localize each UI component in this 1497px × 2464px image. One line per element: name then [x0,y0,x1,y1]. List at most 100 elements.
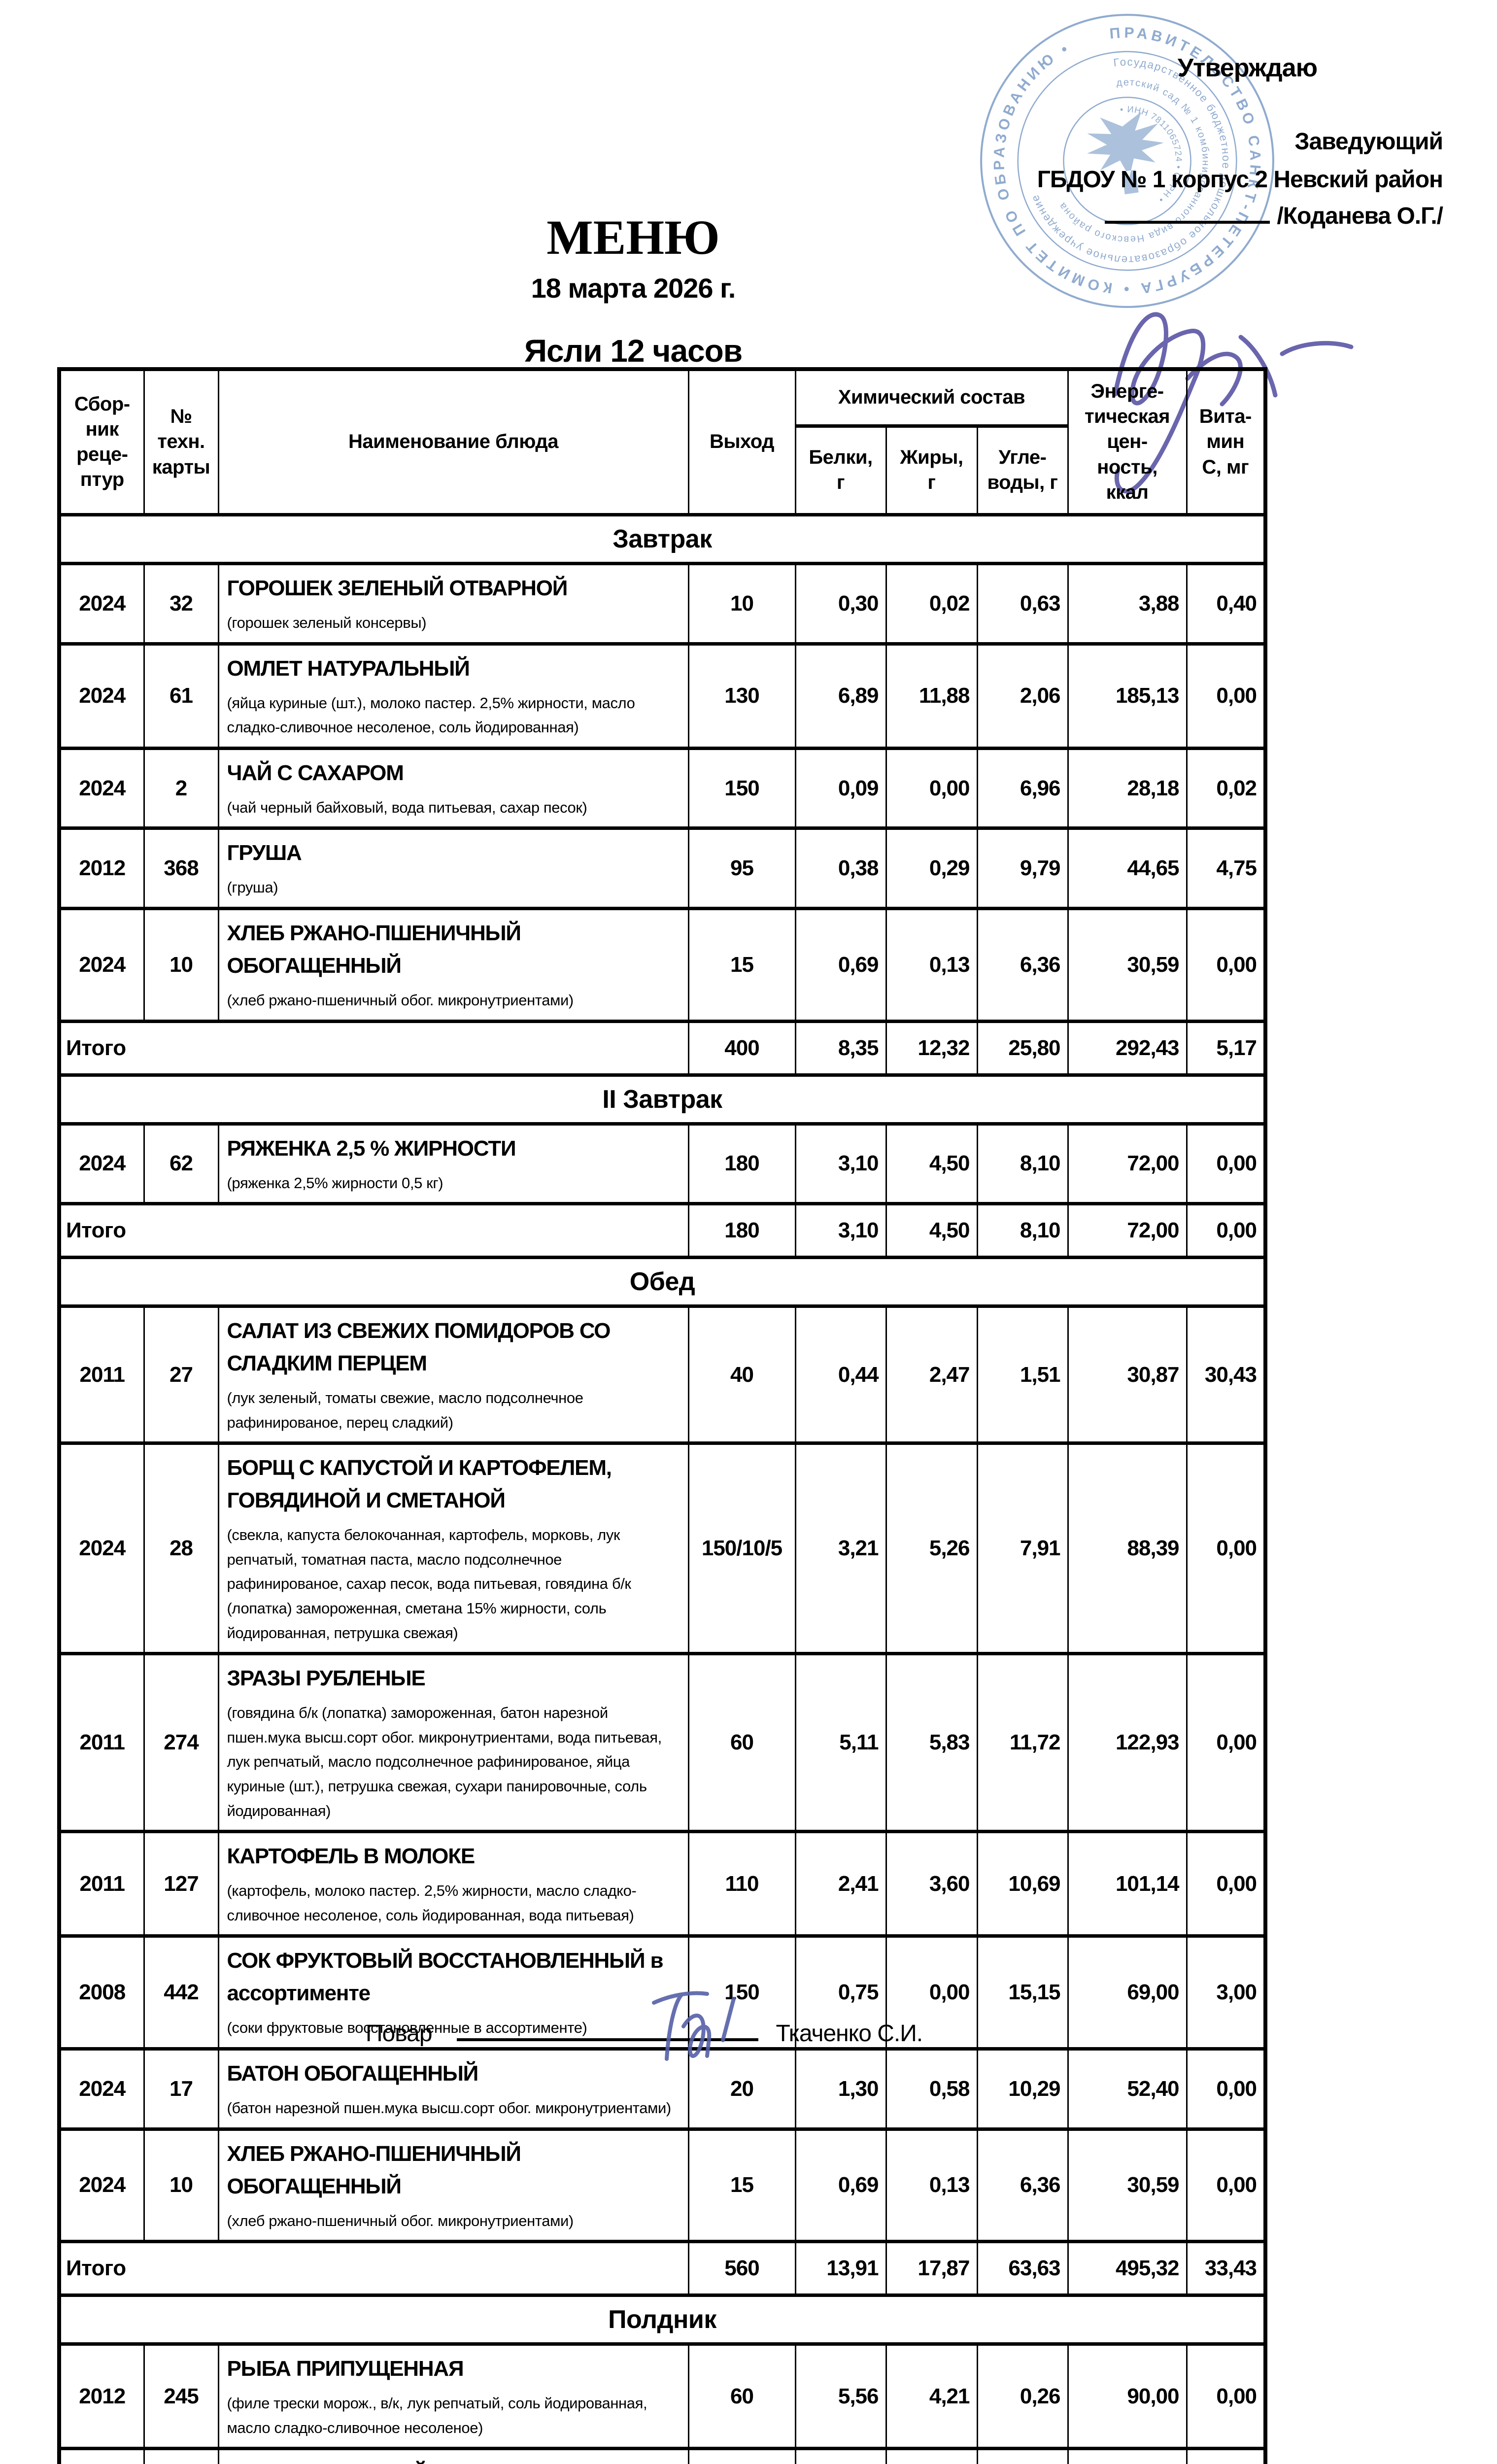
group-name: Ясли 12 часов [524,333,743,369]
section-title: Завтрак [58,513,1266,565]
dish-cell: ХЛЕБ РЖАНО-ПШЕНИЧНЫЙ ОБОГАЩЕННЫЙ (хлеб рж… [217,2127,689,2244]
dish-ingredients: (чай черный байховый, вода питьевая, сах… [227,798,587,816]
subtotal-output: 180 [687,1202,796,1260]
dish-energy: 52,40 [1067,2047,1188,2131]
dish-ingredients: (батон нарезной пшен.мука высш.сорт обог… [227,2099,672,2117]
dish-row: 2024 2 ЧАЙ С САХАРОМ (чай черный байховый, … [58,746,1266,830]
subtotal-vitamin-c: 33,43 [1186,2240,1266,2297]
dish-output: 20 [687,2047,796,2131]
approval-block: Утверждаю Заведующий ГБДОУ № 1 корпус 2 … [891,53,1443,494]
header-col-vitamin-c: Вита- мин С, мг [1186,367,1266,516]
dish-protein: 0,75 [794,1934,887,2051]
dish-cell: РЯЖЕНКА 2,5 % ЖИРНОСТИ (ряженка 2,5% жирн… [217,1122,689,1206]
dish-ingredients: (горошек зеленый консервы) [227,614,427,631]
dish-protein: 5,11 [794,1652,887,1834]
subtotal-protein: 8,35 [794,1019,887,1077]
dish-output: 150 [687,746,796,830]
dish-vitamin-c: 30,43 [1186,1304,1266,1445]
section-row: II Завтрак [58,1073,1266,1126]
recipe-collection-year: 2011 [58,1652,145,1834]
dish-output: 15 [687,2127,796,2244]
dish-row: 2011 27 САЛАТ ИЗ СВЕЖИХ ПОМИДОРОВ СО СЛАДК… [58,1304,1266,1445]
dish-fat: 2,47 [885,1304,978,1445]
dish-protein: 0,69 [794,906,887,1023]
dish-carbs: 11,72 [976,1652,1069,1834]
recipe-collection-year: 2024 [58,2047,145,2131]
dish-energy: 44,65 [1067,826,1188,910]
cook-signature-line [456,2019,758,2041]
recipe-collection-year: 2024 [58,1122,145,1206]
dish-vitamin-c: 0,00 [1186,2447,1266,2464]
dish-ingredients: (картофель, молоко пастер. 2,5% жирности… [227,1882,637,1924]
dish-row: 2024 10 ХЛЕБ РЖАНО-ПШЕНИЧНЫЙ ОБОГАЩЕННЫЙ (х… [58,906,1266,1023]
dish-ingredients: (хлеб ржано-пшеничный обог. микронутриен… [227,991,574,1009]
dish-name: ЗРАЗЫ РУБЛЕНЫЕ [227,1666,426,1691]
dish-row: 2024 61 ОМЛЕТ НАТУРАЛЬНЫЙ (яйца куриные (шт… [58,642,1266,750]
dish-carbs: 10,69 [976,1830,1069,1938]
dish-carbs: 0,26 [976,2342,1069,2451]
dish-row: 2012 368 ГРУША (груша) 95 0,38 0,29 9,79 44,65 4,… [58,826,1266,910]
section-title: Полдник [58,2293,1266,2346]
section-row: Полдник [58,2293,1266,2346]
section-total-row: Итого 180 3,10 4,50 8,10 72,00 0,00 [58,1202,1266,1260]
recipe-collection-year: 2024 [58,746,145,830]
dish-protein: 2,41 [794,1830,887,1938]
dish-carbs: 0,63 [976,561,1069,646]
dish-vitamin-c: 0,00 [1186,1441,1266,1656]
dish-row: 2012330ПЮРЕ ИЗ ОВОЩЕЙ(картофель, морковь… [58,2447,1266,2464]
menu-document: ПРАВИТЕЛЬСТВО САНКТ-ПЕТЕРБУРГА • КОМИТЕТ… [0,7,1443,2464]
approval-label: Утверждаю [1177,54,1318,82]
dish-fat: 0,00 [885,1934,978,2051]
dish-cell: ГОРОШЕК ЗЕЛЕНЫЙ ОТВАРНОЙ (горошек зеленый… [217,561,689,646]
subtotal-label: Итого [58,2240,689,2297]
dish-output: 110 [687,1830,796,1938]
recipe-collection-year: 2012 [58,826,145,910]
dish-protein: 0,44 [794,1304,887,1445]
subtotal-carbs: 63,63 [976,2240,1069,2297]
dish-fat: 0,13 [885,906,978,1023]
dish-ingredients: (яйца куриные (шт.), молоко пастер. 2,5%… [227,694,635,736]
dish-cell: КАРТОФЕЛЬ В МОЛОКЕ (картофель, молоко пас… [217,1830,689,1938]
dish-vitamin-c: 0,00 [1186,2342,1266,2451]
dish-ingredients: (филе трески морож., в/к, лук репчатый, … [227,2395,647,2436]
dish-cell: САЛАТ ИЗ СВЕЖИХ ПОМИДОРОВ СО СЛАДКИМ ПЕР… [217,1304,689,1445]
tech-card-number: 368 [143,826,219,910]
subtotal-energy: 72,00 [1067,1202,1188,1260]
subtotal-label: Итого [58,1019,689,1077]
header-col-output: Выход [687,367,796,516]
dish-protein: 2,25 [794,2447,887,2464]
section-row: Завтрак [58,513,1266,565]
head-position: Заведующий [1294,129,1443,155]
dish-vitamin-c: 0,00 [1186,2127,1266,2244]
dish-protein: 3,10 [794,1122,887,1206]
dish-fat: 5,83 [885,1652,978,1834]
recipe-collection-year: 2012 [58,2447,145,2464]
title-block: МЕНЮ 18 марта 2026 г. Ясли 12 часов [0,213,1266,369]
dish-vitamin-c: 0,40 [1186,561,1266,646]
dish-cell: ПЮРЕ ИЗ ОВОЩЕЙ(картофель, морковь, капус… [217,2447,689,2464]
recipe-collection-year: 2012 [58,2342,145,2451]
cook-label: Повар [366,2020,433,2047]
dish-row: 2024 10 ХЛЕБ РЖАНО-ПШЕНИЧНЫЙ ОБОГАЩЕННЫЙ (х… [58,2127,1266,2244]
subtotal-vitamin-c: 5,17 [1186,1019,1266,1077]
dish-fat: 0,13 [885,2127,978,2244]
section-title: II Завтрак [58,1073,1266,1126]
dish-ingredients: (лук зеленый, томаты свежие, масло подсо… [227,1389,583,1431]
dish-vitamin-c: 3,00 [1186,1934,1266,2051]
dish-fat: 0,00 [885,746,978,830]
cook-signature-block: Повар Ткаченко С.И. [366,1991,923,2061]
dish-name: САЛАТ ИЗ СВЕЖИХ ПОМИДОРОВ СО СЛАДКИМ ПЕР… [227,1319,611,1376]
section-total-row: Итого 560 13,91 17,87 63,63 495,32 33,43 [58,2240,1266,2297]
dish-protein: 0,09 [794,746,887,830]
header-col-energy: Энерге- тическая цен- ность, ккал [1067,367,1188,516]
dish-energy: 28,18 [1067,746,1188,830]
dish-name: ПЮРЕ ИЗ ОВОЩЕЙ [227,2457,680,2464]
tech-card-number: 27 [143,1304,219,1445]
subtotal-protein: 13,91 [794,2240,887,2297]
dish-protein: 0,30 [794,561,887,646]
dish-protein: 0,69 [794,2127,887,2244]
subtotal-fat: 4,50 [885,1202,978,1260]
dish-energy: 94,78 [1067,2447,1188,2464]
document-title: МЕНЮ [546,210,720,265]
dish-carbs: 2,06 [976,642,1069,750]
